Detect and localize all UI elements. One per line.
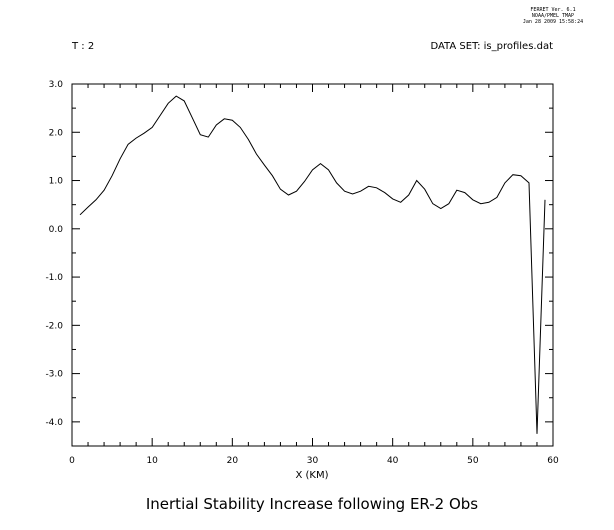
x-tick-label: 10 bbox=[146, 456, 158, 466]
dataset-label: DATA SET: is_profiles.dat bbox=[430, 41, 553, 52]
series-line bbox=[79, 95, 546, 434]
x-tick-label: 60 bbox=[547, 456, 559, 466]
x-tick-label: 20 bbox=[227, 456, 239, 466]
y-tick-labels: 3.0 2.0 1.0 0.0 -1.0 -2.0 -3.0 -4.0 bbox=[45, 80, 63, 428]
axis-ticks bbox=[71, 83, 554, 447]
chart-title: Inertial Stability Increase following ER… bbox=[146, 495, 478, 513]
plot-frame bbox=[71, 83, 554, 447]
ferret-version-text: FERRET Ver. 6.1 bbox=[530, 7, 575, 13]
y-tick-label: -2.0 bbox=[45, 321, 63, 331]
y-tick-label: -3.0 bbox=[45, 370, 63, 380]
time-step-label: T : 2 bbox=[71, 41, 94, 52]
org-text: NOAA/PMEL TMAP bbox=[532, 13, 574, 19]
x-tick-labels: 0 10 20 30 40 50 60 bbox=[69, 456, 559, 466]
x-tick-label: 40 bbox=[387, 456, 399, 466]
y-tick-label: 2.0 bbox=[49, 128, 64, 138]
y-tick-label: -4.0 bbox=[45, 418, 63, 428]
y-tick-label: 1.0 bbox=[49, 177, 64, 187]
x-tick-label: 0 bbox=[69, 456, 75, 466]
x-tick-label: 30 bbox=[307, 456, 319, 466]
timestamp-text: Jan 28 2009 15:58:24 bbox=[523, 19, 583, 25]
y-tick-label: -1.0 bbox=[45, 273, 63, 283]
y-tick-label: 3.0 bbox=[49, 80, 64, 90]
x-axis-title: X (KM) bbox=[295, 470, 328, 481]
x-tick-label: 50 bbox=[467, 456, 479, 466]
y-tick-label: 0.0 bbox=[49, 225, 64, 235]
